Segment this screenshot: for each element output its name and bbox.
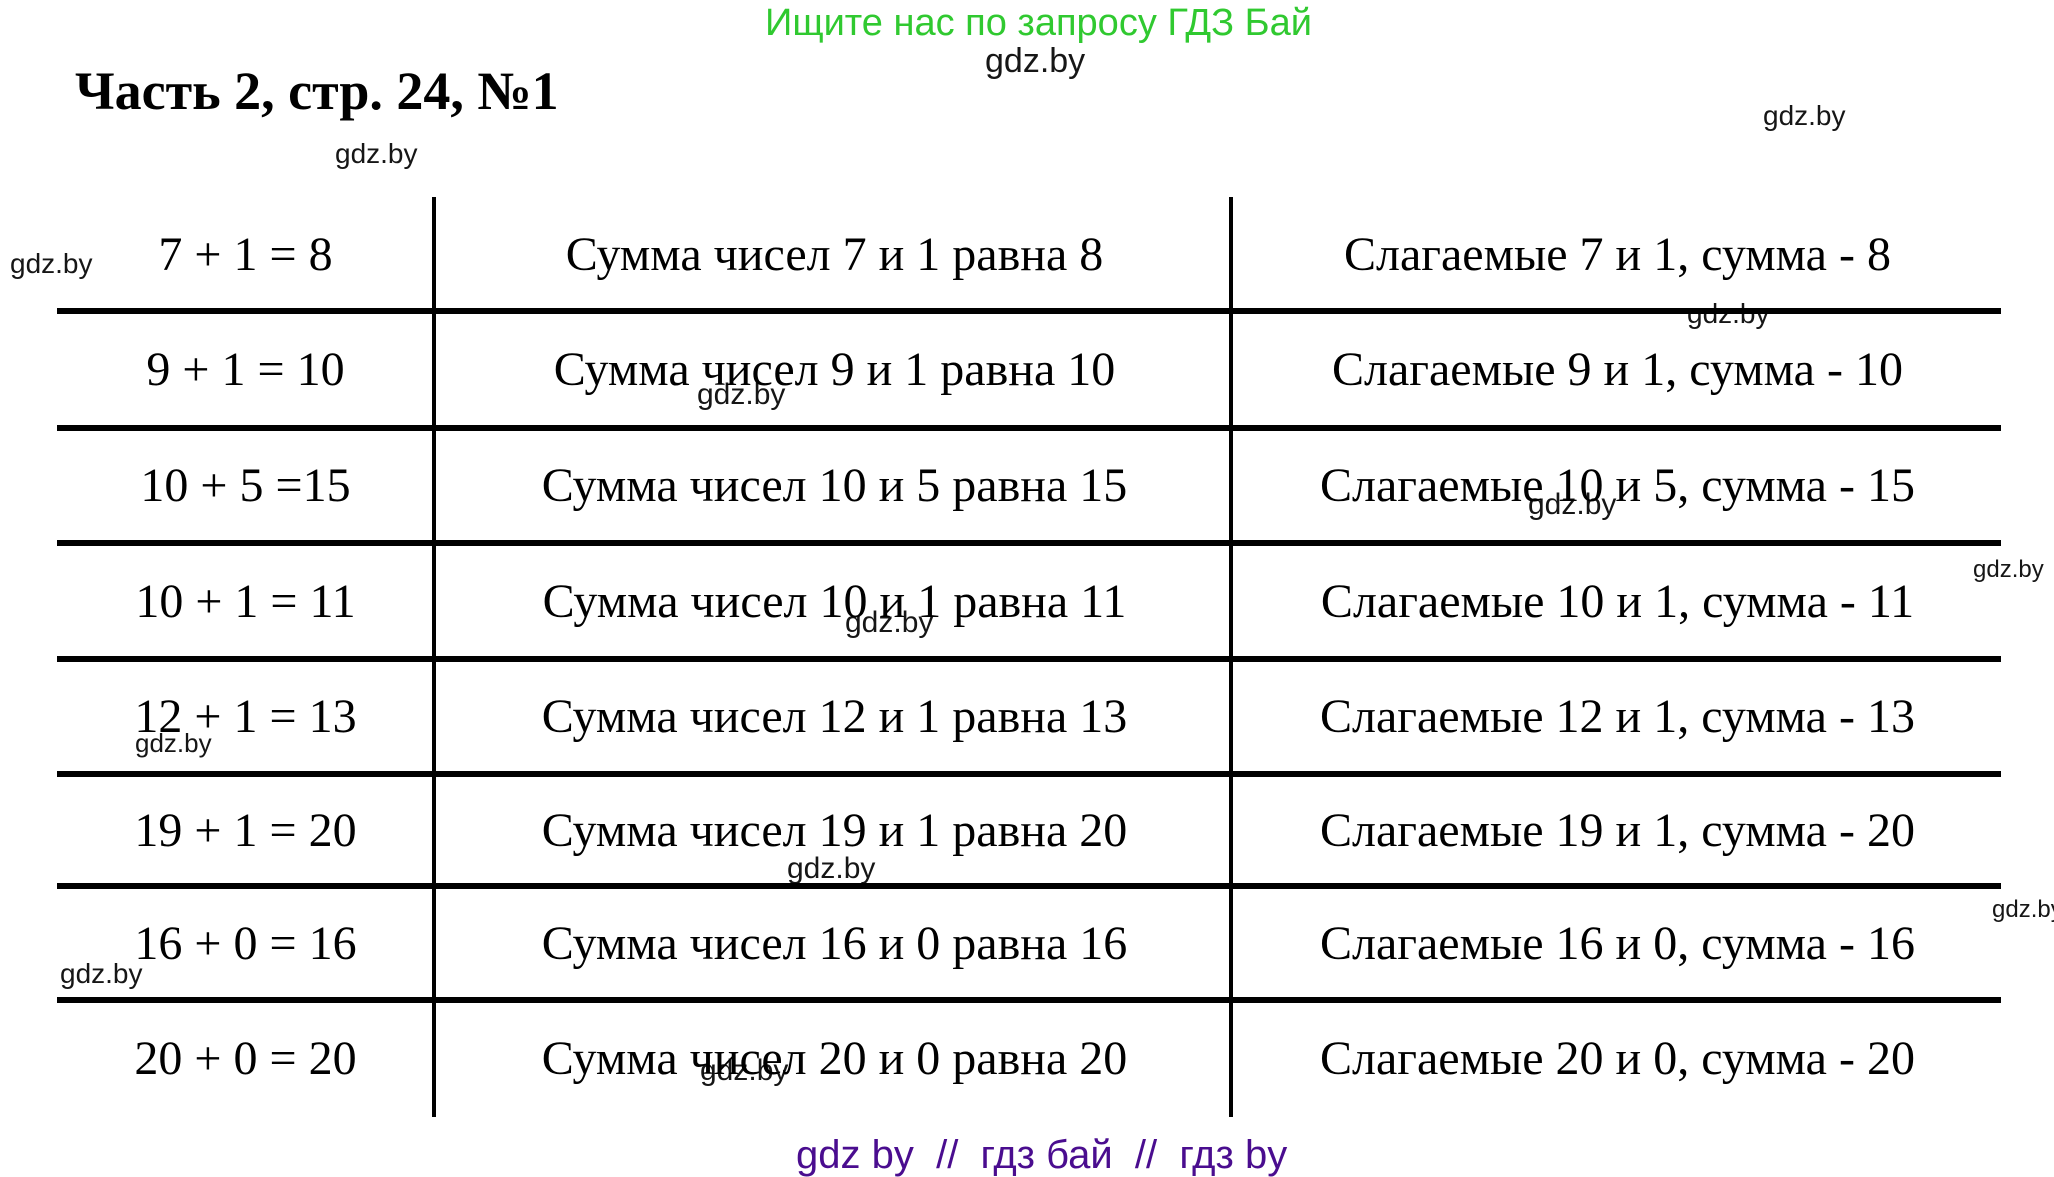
table-cell-addends: Слагаемые 19 и 1, сумма - 20 [1320, 803, 1915, 857]
table-cell-addends: Слагаемые 10 и 1, сумма - 11 [1320, 574, 1915, 628]
gdz-watermark: gdz.by [697, 378, 786, 411]
table-cell-addends: Слагаемые 10 и 5, сумма - 15 [1320, 459, 1915, 512]
gdz-watermark: gdz.by [60, 958, 143, 989]
table-cell-addends: Слагаемые 9 и 1, сумма - 10 [1332, 343, 1903, 396]
table-cell-sum: Сумма чисел 19 и 1 равна 20 [541, 803, 1128, 857]
gdz-watermark: gdz.by [787, 852, 876, 885]
table-cell-addends: Слагаемые 12 и 1, сумма - 13 [1320, 690, 1915, 743]
table-horizontal-line [57, 308, 2001, 314]
table-horizontal-line [57, 997, 2001, 1003]
table-cell-equation: 7 + 1 = 8 [158, 227, 333, 281]
promo-banner: Ищите нас по запросу ГДЗ Бай [765, 2, 1312, 44]
table-horizontal-line [57, 883, 2001, 889]
table-cell-sum: Сумма чисел 9 и 1 равна 10 [553, 343, 1116, 396]
gdz-watermark: gdz.by [1992, 896, 2054, 923]
table-cell-equation: 19 + 1 = 20 [134, 803, 357, 857]
table-cell-equation: 12 + 1 = 13 [134, 690, 357, 743]
table-cell-sum: Сумма чисел 20 и 0 равна 20 [541, 1032, 1128, 1085]
gdz-watermark: gdz.by [10, 248, 93, 279]
table-cell-equation: 20 + 0 = 20 [134, 1032, 357, 1085]
table-horizontal-line [57, 771, 2001, 777]
gdz-watermark: gdz.by [1763, 100, 1846, 131]
table-horizontal-line [57, 425, 2001, 431]
table-cell-equation: 9 + 1 = 10 [146, 343, 345, 396]
gdz-watermark: gdz.by [135, 728, 212, 758]
table-cell-sum: Сумма чисел 7 и 1 равна 8 [565, 227, 1104, 281]
page-title: Часть 2, стр. 24, №1 [75, 61, 559, 121]
table-cell-sum: Сумма чисел 16 и 0 равна 16 [541, 916, 1128, 970]
table-cell-addends: Слагаемые 16 и 0, сумма - 16 [1320, 916, 1915, 970]
gdz-watermark: gdz.by [1528, 488, 1617, 521]
table-horizontal-line [57, 540, 2001, 546]
gdz-watermark: gdz.by [700, 1054, 789, 1087]
table-cell-sum: Сумма чисел 10 и 1 равна 11 [542, 574, 1127, 628]
table-cell-equation: 16 + 0 = 16 [134, 916, 357, 970]
table-cell-equation: 10 + 1 = 11 [135, 574, 356, 628]
footer-watermark: gdz by // гдз бай // гдз by [796, 1133, 1288, 1177]
gdz-watermark: gdz.by [985, 42, 1086, 80]
gdz-watermark: gdz.by [845, 606, 934, 639]
table-horizontal-line [57, 656, 2001, 662]
table-cell-equation: 10 + 5 =15 [140, 459, 351, 512]
gdz-watermark: gdz.by [335, 138, 418, 169]
table-cell-sum: Сумма чисел 10 и 5 равна 15 [541, 459, 1128, 512]
table-cell-addends: Слагаемые 20 и 0, сумма - 20 [1320, 1032, 1915, 1085]
table-cell-sum: Сумма чисел 12 и 1 равна 13 [541, 690, 1128, 743]
table-cell-addends: Слагаемые 7 и 1, сумма - 8 [1344, 227, 1891, 281]
gdz-watermark: gdz.by [1973, 556, 2044, 583]
